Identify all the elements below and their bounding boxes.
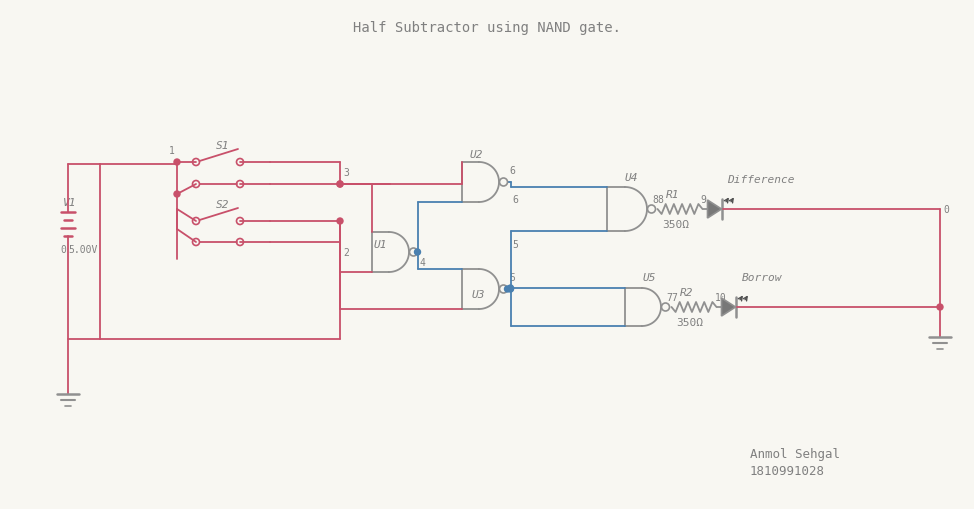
Text: V1: V1 — [63, 197, 77, 208]
Text: Anmol Sehgal: Anmol Sehgal — [750, 447, 840, 461]
Text: U4: U4 — [625, 173, 639, 183]
Text: 2: 2 — [343, 247, 349, 258]
Circle shape — [415, 249, 421, 256]
Text: 9: 9 — [700, 194, 706, 205]
Circle shape — [174, 191, 180, 197]
Text: U5: U5 — [643, 272, 656, 282]
Text: U1: U1 — [374, 240, 388, 249]
Circle shape — [507, 287, 513, 293]
Text: R1: R1 — [665, 190, 679, 200]
Text: R2: R2 — [680, 288, 693, 297]
Circle shape — [174, 160, 180, 165]
Text: 8: 8 — [657, 194, 663, 205]
Circle shape — [337, 182, 343, 188]
Text: 5: 5 — [512, 240, 518, 249]
Circle shape — [507, 286, 513, 292]
Polygon shape — [707, 201, 722, 218]
Text: Difference: Difference — [728, 175, 795, 185]
Text: 6: 6 — [512, 194, 518, 205]
Text: U3: U3 — [472, 290, 485, 299]
Text: 4: 4 — [420, 258, 426, 267]
Text: S1: S1 — [216, 140, 230, 151]
Text: 0: 0 — [943, 205, 949, 215]
Circle shape — [505, 287, 510, 293]
Text: 6: 6 — [509, 165, 515, 176]
Text: 5: 5 — [509, 272, 515, 282]
Text: 5.00V: 5.00V — [68, 244, 97, 254]
Text: 350Ω: 350Ω — [662, 219, 690, 230]
Text: 0: 0 — [60, 244, 66, 254]
Text: 7: 7 — [666, 293, 672, 302]
Text: U2: U2 — [470, 150, 483, 160]
Text: 3: 3 — [343, 167, 349, 178]
Circle shape — [937, 304, 943, 310]
Polygon shape — [722, 298, 735, 317]
Text: 350Ω: 350Ω — [677, 318, 703, 327]
Text: Borrow: Borrow — [741, 272, 782, 282]
Circle shape — [337, 218, 343, 224]
Text: S2: S2 — [216, 200, 230, 210]
Text: 10: 10 — [715, 293, 727, 302]
Text: 8: 8 — [653, 194, 658, 205]
Text: Half Subtractor using NAND gate.: Half Subtractor using NAND gate. — [353, 21, 621, 35]
Circle shape — [337, 182, 343, 188]
Text: 1810991028: 1810991028 — [750, 465, 825, 477]
Text: 1: 1 — [169, 146, 175, 156]
Text: 7: 7 — [671, 293, 677, 302]
